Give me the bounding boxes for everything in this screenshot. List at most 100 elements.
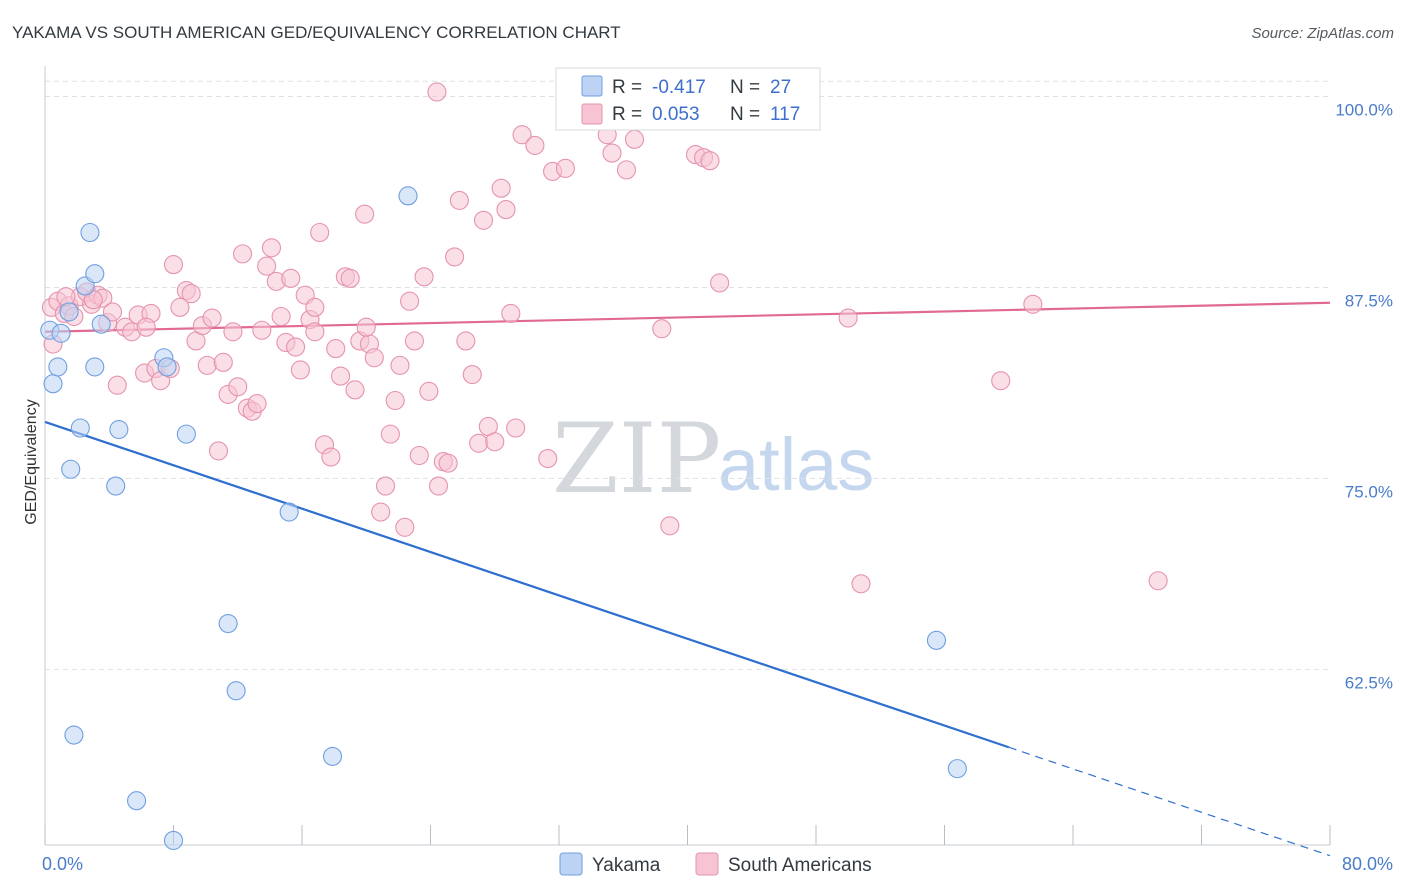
axes: 62.5% 75.0% 87.5% 100.0% 0.0% 80.0% bbox=[42, 66, 1393, 874]
y-tick-label: 100.0% bbox=[1335, 101, 1393, 120]
chart-title: YAKAMA VS SOUTH AMERICAN GED/EQUIVALENCY… bbox=[12, 23, 621, 42]
data-point-south-americans bbox=[512, 125, 532, 145]
data-point-south-americans bbox=[427, 82, 447, 102]
data-point-south-americans bbox=[228, 377, 248, 397]
stats-legend-swatch-south-americans bbox=[581, 103, 603, 125]
data-point-yakama bbox=[947, 759, 967, 779]
data-point-south-americans bbox=[851, 574, 871, 594]
source-label: Source: ZipAtlas.com bbox=[1251, 25, 1394, 42]
data-point-yakama bbox=[70, 418, 90, 438]
stats-legend-n-yakama: 27 bbox=[770, 77, 791, 98]
stats-legend-r-yakama: -0.417 bbox=[652, 77, 706, 98]
data-point-south-americans bbox=[456, 331, 476, 351]
y-tick-label: 87.5% bbox=[1345, 291, 1393, 310]
data-point-south-americans bbox=[136, 317, 156, 337]
x-tick-label: 0.0% bbox=[42, 854, 83, 874]
stats-legend-r-label: R = bbox=[612, 77, 642, 98]
data-point-south-americans bbox=[449, 190, 469, 210]
data-point-south-americans bbox=[419, 381, 439, 401]
data-point-south-americans bbox=[438, 453, 458, 473]
data-point-south-americans bbox=[469, 433, 489, 453]
data-point-yakama bbox=[106, 476, 126, 496]
data-point-south-americans bbox=[385, 390, 405, 411]
data-point-south-americans bbox=[660, 516, 680, 536]
data-point-south-americans bbox=[525, 135, 545, 155]
data-point-south-americans bbox=[355, 204, 375, 224]
data-point-south-americans bbox=[163, 255, 184, 275]
data-point-yakama bbox=[322, 746, 343, 766]
data-point-south-americans bbox=[616, 160, 637, 180]
data-point-yakama bbox=[218, 613, 238, 634]
data-point-south-americans bbox=[445, 247, 465, 267]
stats-legend-n-south-americans: 117 bbox=[770, 104, 800, 125]
trend-line-yakama bbox=[44, 420, 1010, 749]
legend-swatch-yakama bbox=[559, 852, 583, 876]
gridlines bbox=[45, 80, 1330, 670]
data-point-yakama bbox=[59, 302, 79, 322]
data-point-south-americans bbox=[652, 319, 672, 339]
data-point-south-americans bbox=[252, 320, 272, 340]
data-point-south-americans bbox=[271, 306, 291, 327]
data-point-south-americans bbox=[181, 284, 201, 304]
data-point-south-americans bbox=[473, 210, 494, 230]
data-point-yakama bbox=[157, 357, 177, 377]
data-point-yakama bbox=[398, 186, 418, 206]
data-point-south-americans bbox=[197, 355, 217, 375]
data-point-south-americans bbox=[1023, 294, 1043, 314]
data-point-yakama bbox=[80, 222, 100, 243]
data-point-south-americans bbox=[345, 380, 365, 400]
data-point-south-americans bbox=[310, 222, 330, 243]
data-point-south-americans bbox=[491, 178, 511, 198]
data-point-south-americans bbox=[247, 394, 267, 414]
data-point-south-americans bbox=[462, 364, 482, 385]
data-point-yakama bbox=[926, 630, 947, 650]
data-point-south-americans bbox=[170, 297, 190, 317]
watermark: ZIP atlas bbox=[552, 403, 874, 515]
data-point-south-americans bbox=[414, 267, 434, 287]
data-point-yakama bbox=[109, 419, 129, 440]
stats-legend-r-south-americans: 0.053 bbox=[652, 104, 700, 125]
x-tick-label: 80.0% bbox=[1342, 854, 1393, 874]
watermark-zip: ZIP bbox=[552, 403, 721, 515]
data-point-south-americans bbox=[390, 355, 410, 375]
legend-swatch-south-americans bbox=[695, 852, 719, 876]
data-point-south-americans bbox=[380, 424, 400, 444]
trend-line-extension-yakama bbox=[1008, 746, 1331, 857]
legend-label-yakama: Yakama bbox=[592, 855, 661, 876]
data-point-south-americans bbox=[356, 317, 376, 337]
y-tick-label: 75.0% bbox=[1345, 482, 1393, 501]
data-point-south-americans bbox=[321, 447, 341, 467]
data-point-south-americans bbox=[501, 303, 521, 323]
data-point-south-americans bbox=[326, 339, 346, 359]
data-point-yakama bbox=[64, 725, 84, 745]
data-point-south-americans bbox=[404, 331, 424, 351]
data-point-yakama bbox=[48, 357, 68, 377]
data-point-south-americans bbox=[700, 151, 720, 171]
data-point-yakama bbox=[85, 357, 105, 377]
data-point-south-americans bbox=[400, 291, 420, 311]
stats-legend-r-label: R = bbox=[612, 104, 642, 125]
data-point-south-americans bbox=[305, 322, 325, 342]
stats-legend-n-label: N = bbox=[730, 77, 760, 98]
data-point-yakama bbox=[51, 323, 71, 343]
data-point-south-americans bbox=[485, 432, 505, 452]
data-point-south-americans bbox=[991, 371, 1011, 391]
data-point-yakama bbox=[43, 374, 63, 394]
y-axis-label: GED/Equivalency bbox=[23, 399, 40, 524]
stats-legend-n-label: N = bbox=[730, 104, 760, 125]
data-point-south-americans bbox=[223, 322, 243, 342]
data-point-south-americans bbox=[202, 308, 222, 328]
data-point-south-americans bbox=[364, 348, 384, 368]
watermark-atlas: atlas bbox=[718, 423, 874, 506]
data-point-south-americans bbox=[286, 337, 306, 357]
data-point-yakama bbox=[163, 830, 184, 850]
legend-label-south-americans: South Americans bbox=[728, 855, 872, 876]
data-point-south-americans bbox=[838, 308, 858, 328]
data-point-south-americans bbox=[602, 143, 622, 163]
data-point-south-americans bbox=[233, 244, 253, 264]
data-point-yakama bbox=[226, 681, 246, 701]
data-point-south-americans bbox=[506, 418, 526, 438]
data-point-south-americans bbox=[555, 158, 575, 178]
data-point-south-americans bbox=[290, 360, 310, 380]
